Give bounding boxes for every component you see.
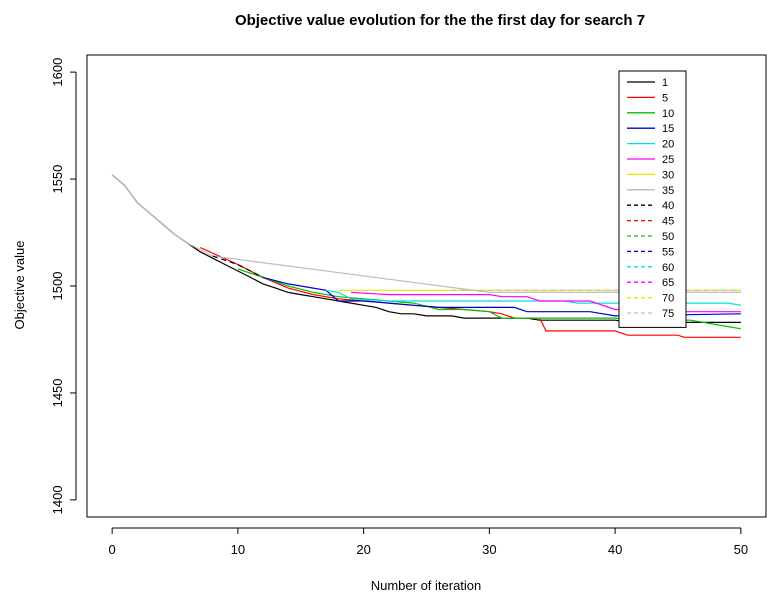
legend-label: 60 [662,262,674,274]
y-tick-label: 1600 [50,58,65,87]
x-tick-label: 50 [734,542,748,557]
legend-label: 50 [662,231,674,243]
x-tick-label: 40 [608,542,622,557]
y-axis-label: Objective value [12,241,27,330]
legend-label: 55 [662,246,674,258]
legend-label: 25 [662,154,674,166]
x-tick-label: 0 [109,542,116,557]
legend-label: 40 [662,200,674,212]
legend-label: 20 [662,139,674,151]
x-axis-label: Number of iteration [371,578,482,593]
legend-label: 5 [662,92,668,104]
x-tick-label: 30 [482,542,496,557]
y-tick-label: 1450 [50,378,65,407]
legend-label: 35 [662,185,674,197]
x-tick-label: 20 [356,542,370,557]
y-tick-label: 1550 [50,165,65,194]
legend-label: 10 [662,108,674,120]
plot-frame [86,54,767,518]
legend-label: 75 [662,308,674,320]
x-axis: 0 10 20 30 40 50 [109,527,748,557]
legend-label: 15 [662,123,674,135]
chart-title: Objective value evolution for the the fi… [235,12,645,29]
legend-box [618,70,687,328]
legend-label: 45 [662,216,674,228]
y-tick-label: 1400 [50,485,65,514]
legend-label: 1 [662,77,668,89]
x-tick-label: 10 [231,542,245,557]
legend-label: 30 [662,169,674,181]
y-axis: 1400 1450 1500 1550 1600 [50,58,77,514]
series-line-35 [111,174,741,293]
plot-lines [111,174,742,338]
series-line-40 [212,255,264,278]
y-tick-label: 1500 [50,272,65,301]
legend-label: 65 [662,277,674,289]
legend-label: 70 [662,293,674,305]
series-line-15 [262,276,741,317]
